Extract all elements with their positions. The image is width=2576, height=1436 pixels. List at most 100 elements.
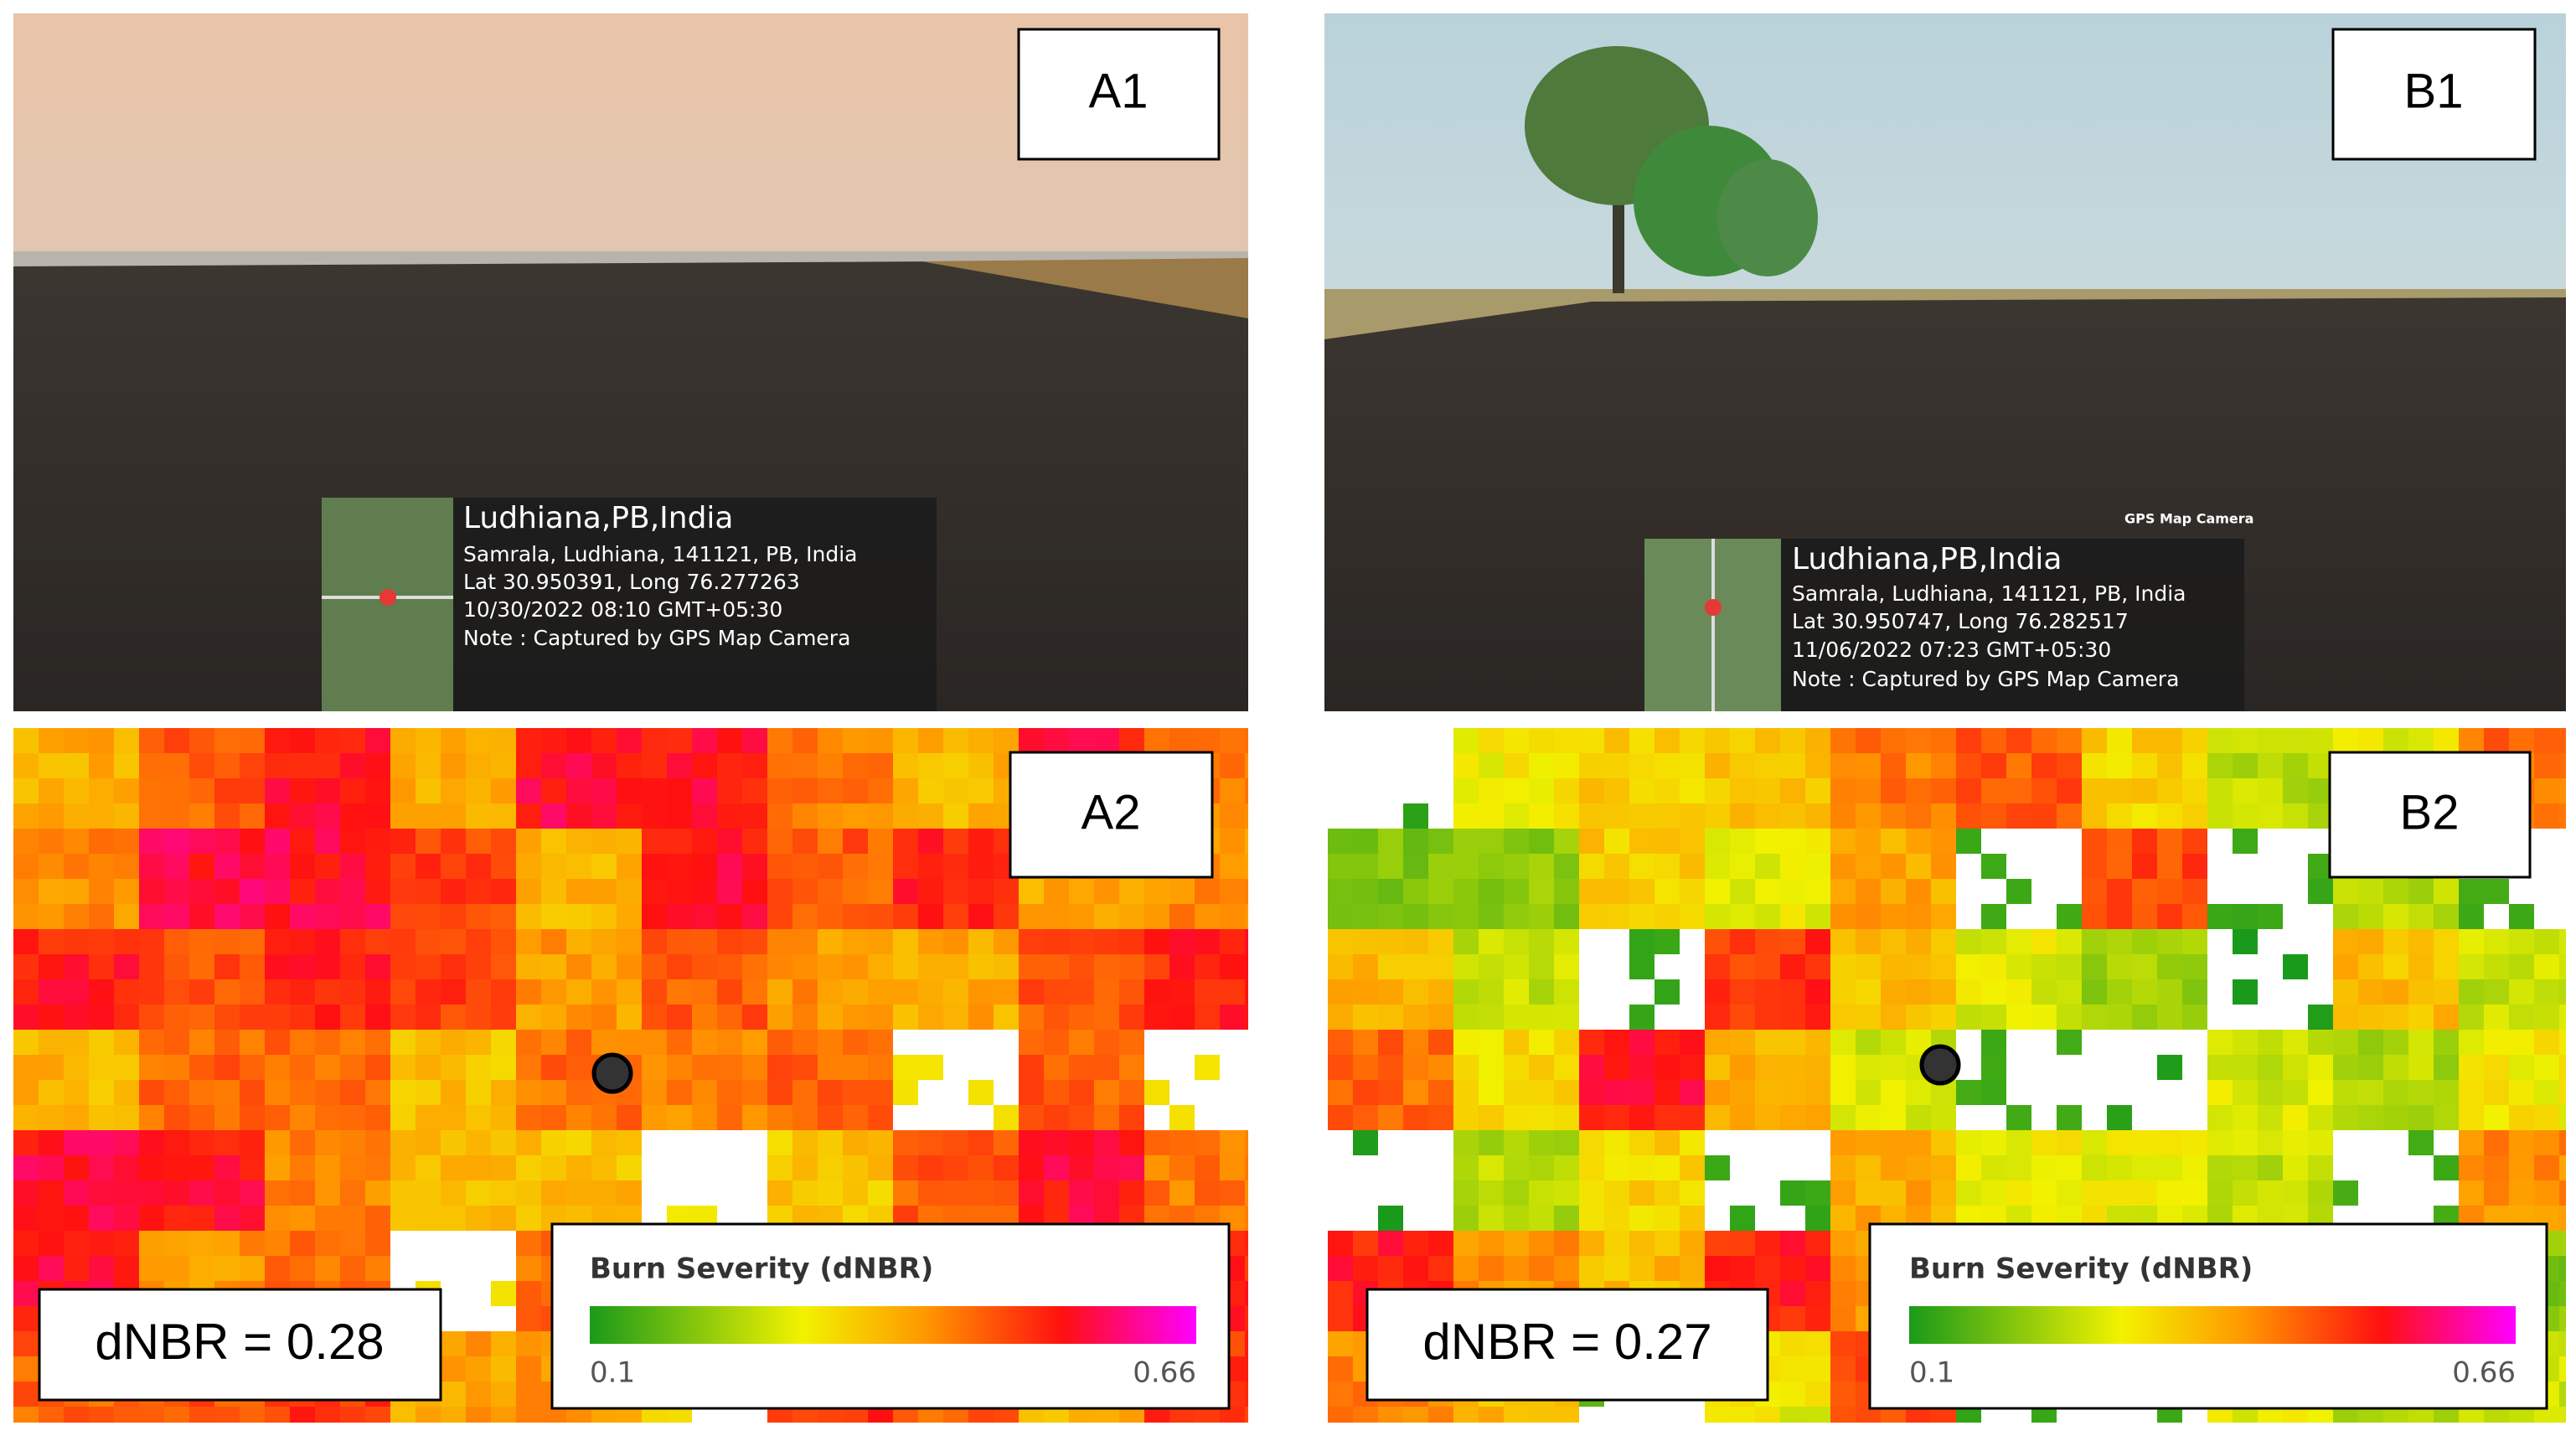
map-cell	[2107, 929, 2133, 955]
map-cell	[717, 753, 743, 779]
map-cell	[2534, 1055, 2560, 1081]
map-cell	[1479, 778, 1505, 804]
tree	[1717, 159, 1818, 276]
map-cell	[1805, 1030, 1831, 1056]
map-cell	[2559, 1356, 2566, 1382]
map-cell	[943, 1407, 969, 1423]
map-cell	[13, 1231, 39, 1257]
map-cell	[767, 904, 793, 930]
map-cell	[1680, 1155, 1706, 1181]
map-cell	[943, 929, 969, 955]
map-cell	[1504, 1407, 1530, 1423]
map-cell	[591, 879, 617, 905]
map-cell	[792, 803, 818, 829]
map-cell	[1019, 1055, 1045, 1081]
map-cell	[2006, 803, 2032, 829]
map-cell	[89, 1030, 115, 1056]
map-cell	[2333, 979, 2359, 1005]
map-cell	[139, 1407, 165, 1423]
map-cell	[214, 1206, 240, 1232]
map-cell	[1403, 1206, 1429, 1232]
map-cell	[792, 1130, 818, 1156]
map-cell	[491, 1281, 517, 1307]
map-cell	[1328, 929, 1354, 955]
timestamp: 10/30/2022 08:10 GMT+05:30	[463, 597, 782, 622]
map-cell	[466, 1105, 492, 1131]
map-cell	[1680, 1080, 1706, 1106]
map-cell	[315, 803, 341, 829]
map-cell	[1119, 1005, 1145, 1031]
map-cell	[2207, 1155, 2233, 1181]
map-cell	[2283, 1407, 2309, 1423]
map-cell	[390, 854, 416, 880]
map-cell	[2559, 1030, 2566, 1056]
map-cell	[2107, 1005, 2133, 1031]
map-cell	[1353, 904, 1379, 930]
map-cell	[968, 1130, 994, 1156]
map-cell	[2258, 1155, 2284, 1181]
map-cell	[89, 753, 115, 779]
map-cell	[792, 979, 818, 1005]
map-cell	[2308, 904, 2334, 930]
map-cell	[968, 1030, 994, 1056]
map-cell	[1906, 1130, 1932, 1156]
map-cell	[717, 1155, 743, 1181]
map-cell	[1403, 1180, 1429, 1206]
map-cell	[189, 904, 215, 930]
note: Note : Captured by GPS Map Camera	[1792, 667, 2179, 691]
map-cell	[2182, 1080, 2208, 1106]
map-cell	[1856, 1155, 1882, 1181]
map-cell	[390, 1005, 416, 1031]
map-cell	[2132, 728, 2158, 754]
map-cell	[2258, 829, 2284, 855]
map-cell	[1479, 1080, 1505, 1106]
map-cell	[1453, 803, 1479, 829]
map-cell	[2132, 904, 2158, 930]
map-cell	[2258, 1105, 2284, 1131]
map-cell	[1378, 1105, 1404, 1131]
map-cell	[2233, 1407, 2259, 1423]
map-cell	[1805, 1005, 1831, 1031]
map-cell	[365, 929, 391, 955]
map-cell	[2383, 1155, 2409, 1181]
map-cell	[1529, 1256, 1555, 1282]
map-cell	[2283, 1155, 2309, 1181]
map-cell	[491, 1030, 517, 1056]
map-cell	[516, 829, 542, 855]
map-cell	[2132, 1180, 2158, 1206]
map-cell	[2258, 854, 2284, 880]
map-cell	[2383, 1407, 2409, 1423]
map-cell	[667, 1130, 693, 1156]
map-cell	[868, 1005, 894, 1031]
map-cell	[1428, 1130, 1454, 1156]
map-cell	[340, 854, 366, 880]
map-cell	[1655, 904, 1680, 930]
map-cell	[1629, 1180, 1655, 1206]
map-cell	[767, 1130, 793, 1156]
map-cell	[265, 829, 291, 855]
map-cell	[13, 1256, 39, 1282]
map-cell	[667, 1005, 693, 1031]
map-cell	[2333, 1407, 2359, 1423]
map-cell	[692, 1055, 718, 1081]
map-cell	[968, 829, 994, 855]
map-cell	[1504, 728, 1530, 754]
map-cell	[265, 1030, 291, 1056]
map-cell	[13, 1382, 39, 1408]
map-cell	[1604, 1256, 1630, 1282]
map-cell	[2484, 1130, 2510, 1156]
map-cell	[1554, 753, 1580, 779]
map-cell	[2283, 1105, 2309, 1131]
map-cell	[1403, 753, 1429, 779]
map-cell	[1403, 1105, 1429, 1131]
map-cell	[164, 1055, 190, 1081]
map-cell	[2207, 904, 2233, 930]
map-cell	[1830, 1030, 1856, 1056]
map-cell	[1931, 728, 1957, 754]
map-cell	[1328, 904, 1354, 930]
map-cell	[214, 829, 240, 855]
map-cell	[2057, 979, 2083, 1005]
map-cell	[2006, 829, 2032, 855]
map-cell	[1353, 803, 1379, 829]
map-cell	[441, 854, 467, 880]
